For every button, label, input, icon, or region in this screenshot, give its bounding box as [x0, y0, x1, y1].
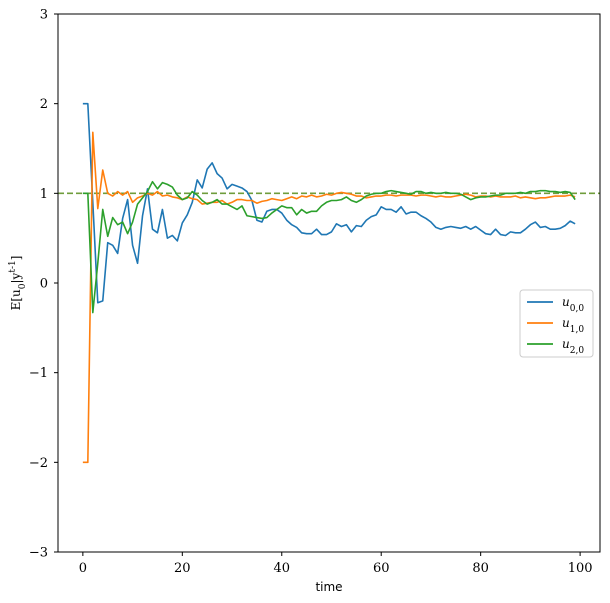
- x-tick-label: 80: [472, 561, 489, 576]
- y-tick-label: −3: [29, 546, 48, 561]
- y-tick-label: −2: [29, 456, 48, 471]
- series-line-1: [82, 131, 576, 464]
- y-axis-ticks: −3 −2 −1 0 1 2 3: [29, 8, 58, 561]
- x-axis-ticks: 0 20 40 60 80 100: [79, 552, 593, 576]
- legend-box: [519, 289, 594, 358]
- x-axis-title: time: [315, 580, 342, 594]
- x-tick-label: 60: [373, 561, 390, 576]
- legend: u0,0 u1,0 u2,0: [519, 289, 594, 358]
- y-tick-label: 1: [40, 187, 48, 202]
- series-layer: [82, 102, 576, 464]
- x-tick-label: 40: [273, 561, 290, 576]
- series-line-2: [82, 180, 576, 314]
- legend-label: u1,0: [562, 316, 584, 335]
- y-tick-label: 0: [40, 277, 48, 292]
- legend-label: u0,0: [562, 295, 584, 314]
- y-axis-title: E[u0|yt-1]: [8, 256, 28, 311]
- y-tick-label: 2: [40, 97, 48, 112]
- y-tick-label: −1: [29, 366, 48, 381]
- legend-label: u2,0: [562, 337, 584, 356]
- x-tick-label: 0: [79, 561, 87, 576]
- x-tick-label: 20: [174, 561, 191, 576]
- series-line-0: [82, 102, 576, 304]
- plot-frame: [57, 13, 601, 553]
- x-tick-label: 100: [568, 561, 593, 576]
- y-tick-label: 3: [40, 8, 48, 23]
